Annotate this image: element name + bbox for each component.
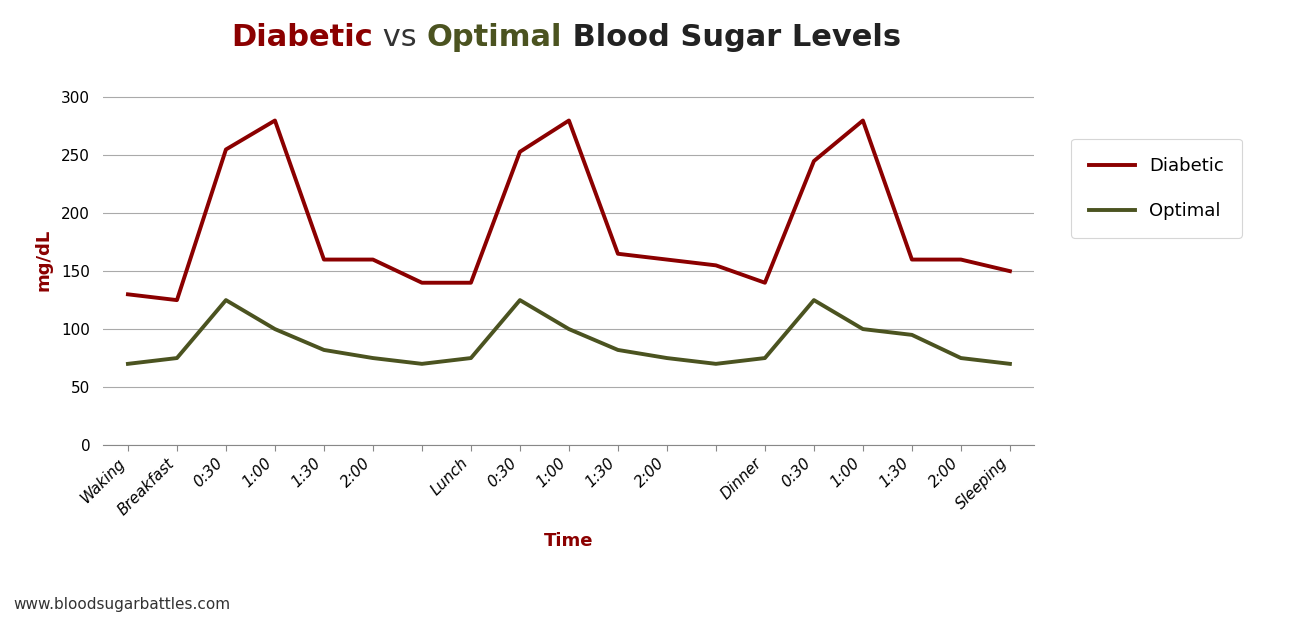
Optimal	[610, 346, 626, 353]
Diabetic	[855, 117, 870, 124]
Diabetic	[317, 256, 332, 263]
Optimal	[659, 354, 675, 362]
Optimal	[953, 354, 968, 362]
Optimal	[219, 297, 234, 304]
Text: vs: vs	[372, 23, 427, 51]
Diabetic	[414, 279, 429, 286]
Diabetic	[758, 279, 773, 286]
Diabetic	[463, 279, 478, 286]
Diabetic	[709, 261, 724, 269]
Diabetic	[268, 117, 283, 124]
Diabetic	[953, 256, 968, 263]
Optimal	[120, 360, 136, 368]
Diabetic	[219, 146, 234, 153]
Text: Blood Sugar Levels: Blood Sugar Levels	[561, 23, 901, 51]
Optimal	[463, 354, 478, 362]
Diabetic	[806, 158, 821, 165]
Diabetic	[512, 148, 528, 156]
Optimal	[561, 325, 577, 332]
Optimal	[709, 360, 724, 368]
Text: Diabetic: Diabetic	[231, 23, 372, 51]
Line: Optimal: Optimal	[128, 300, 1010, 364]
Optimal	[268, 325, 283, 332]
Diabetic	[610, 250, 626, 258]
Optimal	[904, 331, 919, 339]
Diabetic	[659, 256, 675, 263]
Y-axis label: mg/dL: mg/dL	[35, 229, 53, 290]
Diabetic	[1002, 268, 1018, 275]
Line: Diabetic: Diabetic	[128, 121, 1010, 300]
Diabetic	[561, 117, 577, 124]
Optimal	[317, 346, 332, 353]
Text: Optimal: Optimal	[427, 23, 561, 51]
Optimal	[512, 297, 528, 304]
Legend: Diabetic, Optimal: Diabetic, Optimal	[1072, 139, 1241, 238]
Optimal	[365, 354, 380, 362]
Optimal	[855, 325, 870, 332]
Diabetic	[365, 256, 380, 263]
Diabetic	[169, 297, 185, 304]
X-axis label: Time: Time	[544, 531, 593, 549]
Optimal	[806, 297, 821, 304]
Optimal	[414, 360, 429, 368]
Diabetic	[904, 256, 919, 263]
Optimal	[758, 354, 773, 362]
Optimal	[169, 354, 185, 362]
Diabetic	[120, 290, 136, 298]
Optimal	[1002, 360, 1018, 368]
Text: www.bloodsugarbattles.com: www.bloodsugarbattles.com	[13, 597, 230, 612]
